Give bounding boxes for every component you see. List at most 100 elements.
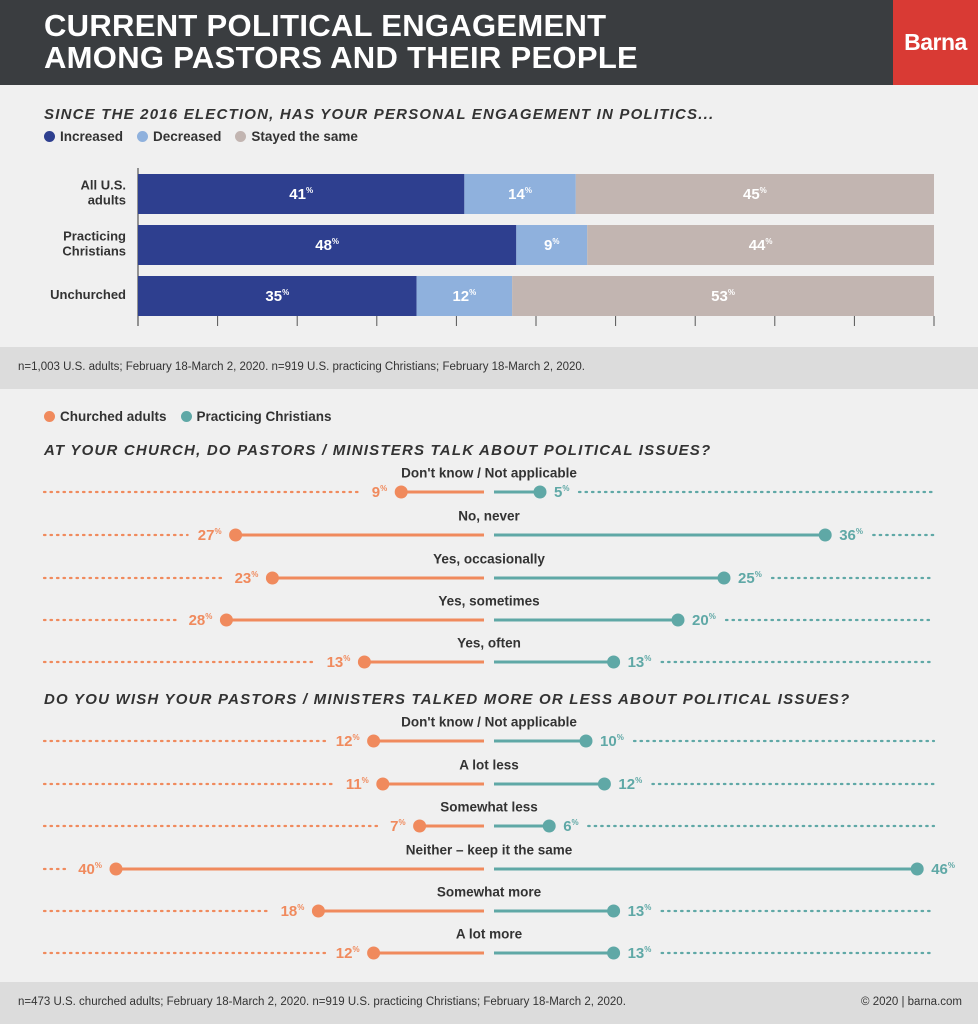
bar-decreased <box>516 225 588 265</box>
practicing-value-label: 5% <box>554 484 569 501</box>
churched-dot <box>367 734 381 748</box>
practicing-dot <box>717 571 731 585</box>
response-label: No, never <box>458 509 520 524</box>
bar-value-label-suffix: % <box>760 186 767 195</box>
bar-category-label-line: Christians <box>62 244 126 259</box>
practicing-value-label: 20% <box>692 612 716 629</box>
bar-category-label-line: Unchurched <box>50 287 126 302</box>
response-label: Don't know / Not applicable <box>401 715 577 730</box>
practicing-value-label-suffix: % <box>562 484 569 493</box>
churched-value-label: 9% <box>372 484 387 501</box>
legend-item-decreased: Decreased <box>137 129 221 144</box>
churched-value-label-suffix: % <box>297 903 304 912</box>
churched-value-label-suffix: % <box>352 733 359 742</box>
practicing-dot <box>597 777 611 791</box>
legend-label-churched: Churched adults <box>60 409 167 424</box>
bar-value-label-suffix: % <box>469 288 476 297</box>
churched-dot <box>219 613 233 627</box>
practicing-value-label-suffix: % <box>644 945 651 954</box>
practicing-value-label: 13% <box>628 654 652 671</box>
practicing-dot <box>818 528 832 542</box>
sample-note-2: n=473 U.S. churched adults; February 18-… <box>18 996 626 1008</box>
churched-value-label: 11% <box>346 776 369 793</box>
legend-dot-decreased <box>137 131 149 142</box>
practicing-dot <box>671 613 685 627</box>
practicing-value-label: 12% <box>618 776 642 793</box>
churched-value-label: 18% <box>281 903 305 920</box>
bar-stayed-the-same <box>587 225 934 265</box>
practicing-value-label-suffix: % <box>755 570 762 579</box>
practicing-value-label-suffix: % <box>644 654 651 663</box>
response-label: A lot more <box>456 927 523 942</box>
churched-value-label: 27% <box>198 527 222 544</box>
legend-dot-increased <box>44 131 55 142</box>
bar-value-label-suffix: % <box>282 288 289 297</box>
response-label: Yes, occasionally <box>433 552 545 567</box>
practicing-value-label-suffix: % <box>644 903 651 912</box>
churched-dot <box>394 485 408 499</box>
churched-value-label-suffix: % <box>398 818 405 827</box>
practicing-dot <box>607 946 621 960</box>
legend-item-same: Stayed the same <box>235 129 358 144</box>
practicing-value-label: 10% <box>600 733 624 750</box>
bar-category-label-line: adults <box>88 193 126 208</box>
bar-stayed-the-same <box>512 276 934 316</box>
response-label: Yes, sometimes <box>438 594 539 609</box>
churched-value-label: 28% <box>189 612 213 629</box>
bar-value-label-suffix: % <box>525 186 532 195</box>
bar-category-label-line: All U.S. <box>80 178 126 193</box>
response-label: Yes, often <box>457 636 521 651</box>
bar-increased <box>138 225 517 265</box>
legend-item-increased: Increased <box>44 129 123 144</box>
churched-value-label: 12% <box>336 945 360 962</box>
question-1-title: SINCE THE 2016 ELECTION, HAS YOUR PERSON… <box>44 106 715 123</box>
bar-category-label: Unchurched <box>50 287 126 302</box>
churched-dot <box>413 819 427 833</box>
note-band-2 <box>0 982 978 1024</box>
churched-value-label-suffix: % <box>205 612 212 621</box>
legend-label-decreased: Decreased <box>153 129 222 144</box>
churched-value-label-suffix: % <box>95 861 102 870</box>
churched-dot <box>376 777 390 791</box>
legend-engagement: Increased Decreased Stayed the same <box>44 129 358 144</box>
response-label: Don't know / Not applicable <box>401 466 577 481</box>
legend-label-same: Stayed the same <box>251 129 358 144</box>
practicing-dot <box>542 819 556 833</box>
bar-increased <box>138 276 417 316</box>
churched-dot <box>311 904 325 918</box>
bar-category-label-line: Practicing <box>63 229 126 244</box>
churched-value-label-suffix: % <box>343 654 350 663</box>
question-3-title: DO YOU WISH YOUR PASTORS / MINISTERS TAL… <box>44 691 851 708</box>
response-label: Neither – keep it the same <box>406 843 573 858</box>
note-band-1 <box>0 347 978 389</box>
sample-note-1: n=1,003 U.S. adults; February 18-March 2… <box>18 361 585 373</box>
legend-label-increased: Increased <box>60 129 124 144</box>
churched-value-label: 23% <box>235 570 259 587</box>
question-2-title: AT YOUR CHURCH, DO PASTORS / MINISTERS T… <box>44 442 712 459</box>
response-label: A lot less <box>459 758 519 773</box>
bar-increased <box>138 174 465 214</box>
churched-dot <box>229 528 243 542</box>
legend-dot-churched <box>44 411 55 422</box>
legend-label-practicing: Practicing Christians <box>196 409 332 424</box>
practicing-value-label: 25% <box>738 570 762 587</box>
practicing-value-label-suffix: % <box>572 818 579 827</box>
copyright: © 2020 | barna.com <box>861 996 962 1008</box>
response-label: Somewhat less <box>440 800 538 815</box>
churched-value-label: 13% <box>327 654 351 671</box>
practicing-dot <box>579 734 593 748</box>
practicing-dot <box>910 862 924 876</box>
practicing-value-label: 6% <box>563 818 578 835</box>
legend-dot-same <box>235 131 247 142</box>
churched-value-label-suffix: % <box>214 527 221 536</box>
legend-groups: Churched adults Practicing Christians <box>44 409 332 424</box>
bar-value-label-suffix: % <box>552 237 559 246</box>
header: CURRENT POLITICAL ENGAGEMENT AMONG PASTO… <box>0 0 978 85</box>
bar-value-label-suffix: % <box>765 237 772 246</box>
practicing-value-label-suffix: % <box>709 612 716 621</box>
churched-dot <box>367 946 381 960</box>
bar-category-label: All U.S. adults <box>80 178 126 208</box>
bar-decreased <box>464 174 576 214</box>
churched-value-label: 7% <box>390 818 405 835</box>
